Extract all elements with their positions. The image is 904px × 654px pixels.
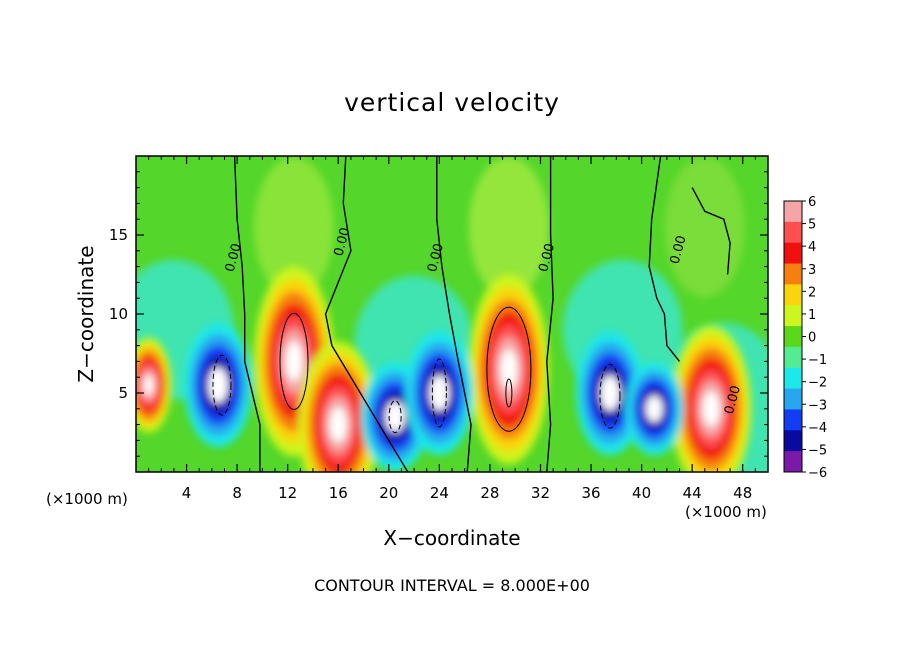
colorbar-label: 4 [808, 240, 816, 255]
negative-contour [212, 354, 232, 416]
zero-contour-line [233, 156, 261, 472]
updraft [329, 407, 347, 443]
updraft [500, 349, 518, 390]
upper-band [664, 157, 745, 298]
x-tick-label: 12 [278, 484, 297, 502]
chart-title: vertical velocity [344, 88, 560, 117]
downdraft [385, 401, 405, 433]
x-tick-label: 8 [232, 484, 242, 502]
colorbar-segment [784, 305, 802, 327]
colorbar-label: 0 [808, 331, 816, 346]
updraft [285, 341, 303, 382]
colorbar-segment [784, 242, 802, 265]
upper-band [254, 157, 334, 298]
updraft [702, 391, 720, 427]
colorbar-label: −4 [808, 421, 827, 436]
contour-interval-text: CONTOUR INTERVAL = 8.000E+00 [314, 576, 590, 595]
upper-band [468, 157, 549, 298]
colorbar-label: 5 [808, 218, 816, 233]
downdraft [429, 375, 450, 411]
contour-label: 0.00 [536, 242, 558, 274]
negative-contour [388, 400, 402, 434]
colorbar-segment [784, 430, 802, 452]
colorbar: 6 5 4 3 2 1 0 −1 −2 −3 −4 −5 −6 [783, 195, 827, 481]
positive-contour [505, 378, 513, 408]
colorbar-segment [784, 221, 802, 244]
x-tick-label: 44 [683, 484, 702, 502]
colorbar-segment [784, 346, 802, 369]
zero-contour-line [546, 156, 554, 472]
colorbar-label: −6 [808, 466, 827, 481]
colorbar-segment [784, 326, 802, 348]
colorbar-segment [784, 284, 802, 306]
x-tick-label: 20 [379, 484, 398, 502]
colorbar-label: −5 [808, 443, 827, 458]
positive-contour [279, 312, 309, 410]
contour-label: 0.00 [668, 234, 690, 266]
colorbar-segment [784, 201, 802, 223]
colorbar-segment [784, 263, 802, 285]
colorbar-segment [784, 451, 802, 473]
colorbar-label: 6 [808, 195, 816, 210]
zero-contour-line [436, 156, 472, 472]
x-tick-label: 48 [733, 484, 752, 502]
y-axis-label: Z−coordinate [74, 245, 98, 383]
contour-label: 0.00 [722, 384, 744, 416]
y-tick-label: 5 [118, 384, 128, 402]
zero-contour-line [691, 187, 731, 275]
velocity-field [136, 156, 768, 472]
x-tick-label: 4 [182, 484, 192, 502]
x-tick-label: 36 [581, 484, 600, 502]
colorbar-segment [784, 409, 802, 431]
updraft [143, 375, 154, 396]
zero-contour-line [324, 156, 409, 472]
colorbar-segment [784, 388, 802, 410]
zero-contour-line [648, 156, 681, 362]
x-tick-label: 24 [430, 484, 449, 502]
colorbar-label: 1 [808, 308, 816, 323]
x-unit-label-right: (×1000 m) [685, 503, 767, 521]
x-tick-label: 40 [632, 484, 651, 502]
contour-label: 0.00 [223, 242, 245, 274]
negative-contour [599, 363, 621, 429]
zero-contours: 0.00 0.00 0.00 0.00 0.00 0.00 [212, 156, 744, 472]
colorbar-label: 3 [808, 263, 816, 278]
contour-label: 0.00 [425, 242, 447, 274]
colorbar-label: −3 [808, 398, 827, 413]
x-tick-label: 16 [329, 484, 348, 502]
x-axis-label: X−coordinate [383, 526, 521, 550]
contour-label: 0.00 [331, 226, 353, 258]
downdraft [645, 395, 663, 423]
y-tick-label: 15 [109, 226, 128, 244]
y-tick-label: 10 [109, 305, 128, 323]
colorbar-label: −2 [808, 376, 827, 391]
x-tick-label: 28 [480, 484, 499, 502]
colorbar-label: −1 [808, 353, 827, 368]
negative-contour [431, 358, 447, 428]
x-tick-label: 32 [531, 484, 550, 502]
colorbar-segment [784, 367, 802, 390]
positive-contour [486, 306, 532, 432]
downdraft [600, 375, 620, 411]
colorbar-label: 2 [808, 285, 816, 300]
x-unit-label-left: (×1000 m) [46, 490, 128, 508]
downdraft [208, 367, 228, 403]
